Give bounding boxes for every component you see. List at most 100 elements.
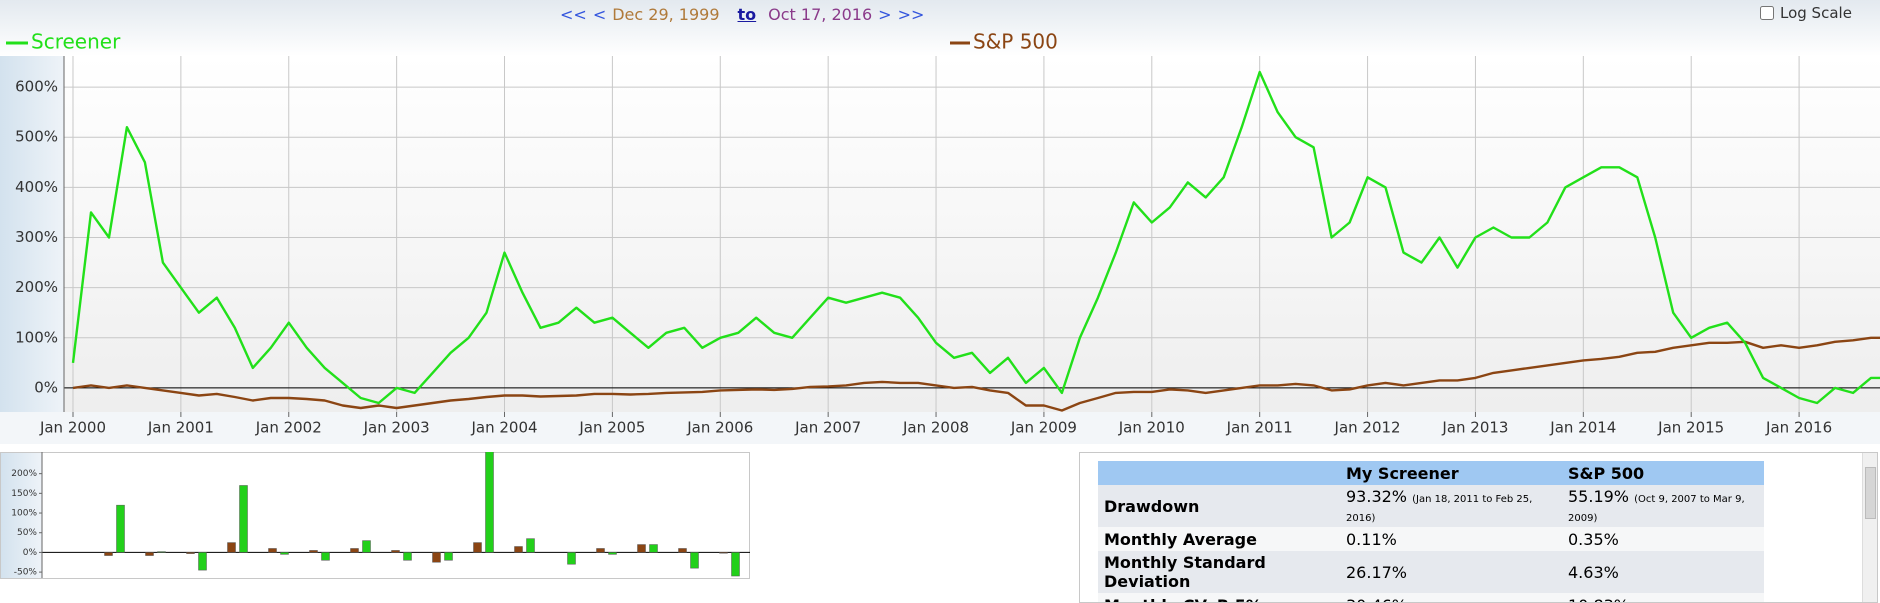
bar	[186, 552, 195, 554]
y-axis-band	[0, 56, 64, 412]
series-line	[72, 336, 1880, 412]
y-tick-label: 200%	[11, 469, 37, 479]
cell-value: 55.19%	[1568, 487, 1630, 506]
x-tick-label: Jan 2007	[794, 419, 861, 437]
x-tick-label: Jan 2003	[363, 419, 430, 437]
header-cell: My Screener	[1340, 461, 1562, 485]
date-range-nav: << < Dec 29, 1999 to Oct 17, 2016 > >>	[560, 5, 930, 24]
bar	[444, 552, 453, 561]
x-tick-label: Jan 2006	[686, 419, 753, 437]
bar	[280, 552, 289, 555]
cell-value: 93.32%	[1346, 487, 1408, 506]
y-tick-label: 150%	[11, 489, 37, 499]
header-cell	[1098, 461, 1340, 485]
bar	[719, 552, 728, 554]
cell: 55.19% (Oct 9, 2007 to Mar 9, 2009)	[1562, 485, 1764, 527]
bar	[391, 550, 400, 553]
x-tick-label: Jan 2014	[1549, 419, 1616, 437]
bar	[321, 552, 330, 561]
bar	[198, 552, 207, 571]
bar	[608, 552, 617, 555]
y-tick-label: 300%	[15, 228, 58, 246]
scrollbar[interactable]	[1862, 453, 1877, 602]
bar	[526, 538, 535, 553]
y-tick-label: 50%	[17, 528, 37, 538]
row-label: Monthly Average	[1098, 527, 1340, 551]
x-tick-label: Jan 2015	[1657, 419, 1724, 437]
row-label: Monthly CVaR 5%	[1098, 593, 1340, 602]
x-axis-band	[0, 412, 1880, 444]
cell: 10.83%	[1562, 593, 1764, 602]
x-tick-label: Jan 2008	[902, 419, 969, 437]
x-tick-label: Jan 2001	[147, 419, 214, 437]
bar	[678, 548, 687, 553]
bar	[485, 452, 494, 553]
x-tick-label: Jan 2016	[1765, 419, 1832, 437]
cell: 93.32% (Jan 18, 2011 to Feb 25, 2016)	[1340, 485, 1562, 527]
header-cell: S&P 500	[1562, 461, 1764, 485]
bar	[350, 548, 359, 553]
bar	[227, 542, 236, 553]
row-label: Monthly Standard Deviation	[1098, 551, 1340, 593]
x-tick-label: Jan 2013	[1441, 419, 1508, 437]
header-band	[0, 0, 1880, 56]
bar-panel	[0, 452, 750, 579]
nav-prev[interactable]: <	[592, 5, 607, 24]
bar	[309, 550, 318, 553]
bar	[473, 542, 482, 553]
bar	[637, 544, 646, 553]
cell: 26.17%	[1340, 551, 1562, 593]
y-tick-label: -50%	[14, 568, 38, 578]
cell: 0.35%	[1562, 527, 1764, 551]
bars-group	[104, 452, 740, 577]
bar	[239, 485, 248, 553]
row-label: Drawdown	[1098, 485, 1340, 527]
bar	[268, 548, 277, 553]
bar	[104, 552, 113, 556]
bar	[432, 552, 441, 563]
y-tick-label: 200%	[15, 278, 58, 296]
bar	[731, 552, 740, 577]
bar	[596, 548, 605, 553]
stats-panel: My Screener S&P 500 Drawdown 93.32% (Jan …	[1079, 452, 1878, 603]
y-tick-label: 500%	[15, 128, 58, 146]
bar	[145, 552, 154, 556]
cell: 4.63%	[1562, 551, 1764, 593]
log-scale-checkbox[interactable]	[1760, 6, 1774, 20]
to-link[interactable]: to	[737, 5, 757, 24]
bar	[690, 552, 699, 569]
cell: 30.46%	[1340, 593, 1562, 602]
end-date[interactable]: Oct 17, 2016	[768, 5, 873, 24]
x-tick-label: Jan 2010	[1118, 419, 1185, 437]
stats-table: My Screener S&P 500 Drawdown 93.32% (Jan …	[1098, 461, 1764, 602]
log-scale-toggle[interactable]: Log Scale	[1760, 4, 1852, 22]
y-tick-label: 100%	[11, 509, 37, 519]
bar	[403, 552, 412, 561]
x-tick-label: Jan 2002	[255, 419, 322, 437]
bar	[116, 504, 125, 553]
y-tick-label: 400%	[15, 178, 58, 196]
y-tick-label: 600%	[15, 78, 58, 96]
x-tick-label: Jan 2012	[1334, 419, 1401, 437]
scroll-thumb[interactable]	[1865, 467, 1876, 519]
bar	[649, 544, 658, 553]
legend-label[interactable]: Screener	[31, 30, 121, 54]
y-tick-label: 0%	[34, 378, 58, 396]
nav-first[interactable]: <<	[560, 5, 587, 24]
x-tick-label: Jan 2011	[1226, 419, 1293, 437]
bar	[514, 546, 523, 553]
bar	[157, 551, 166, 553]
x-tick-label: Jan 2004	[470, 419, 537, 437]
log-scale-label: Log Scale	[1780, 4, 1852, 22]
x-tick-label: Jan 2005	[578, 419, 645, 437]
bar	[567, 552, 576, 565]
bar-y-axis-band	[1, 453, 42, 578]
nav-last[interactable]: >>	[897, 5, 925, 24]
bar	[362, 540, 371, 553]
start-date[interactable]: Dec 29, 1999	[612, 5, 720, 24]
nav-next[interactable]: >	[878, 5, 892, 24]
legend-label[interactable]: S&P 500	[973, 30, 1058, 54]
y-tick-label: 100%	[15, 328, 58, 346]
